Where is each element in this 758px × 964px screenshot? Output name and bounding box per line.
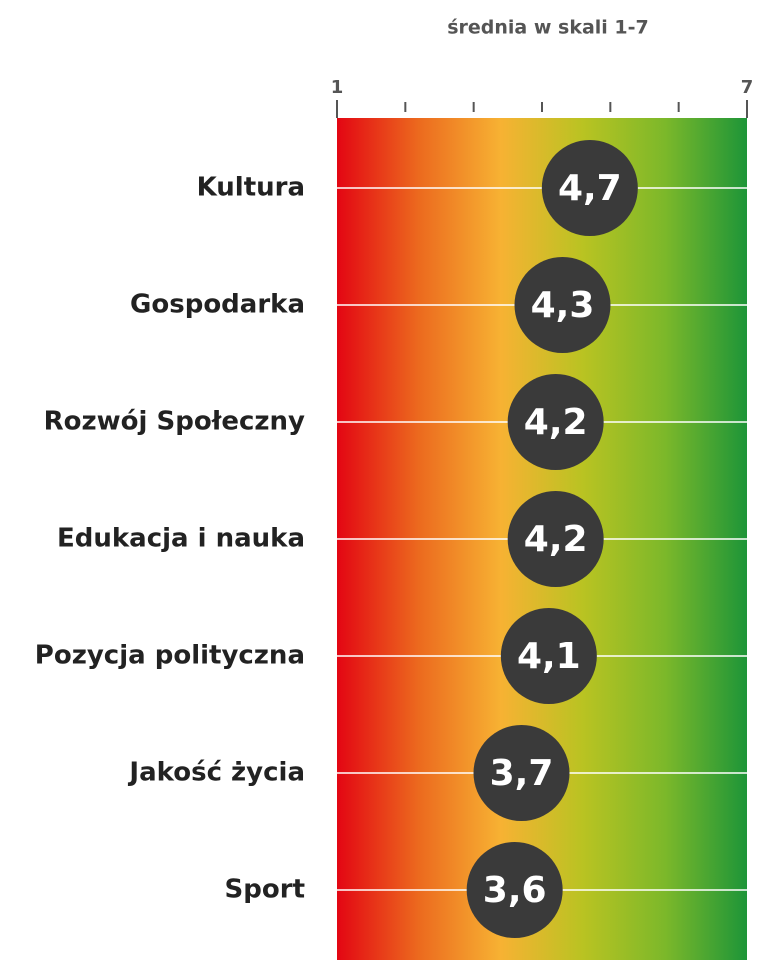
dot [507, 491, 604, 587]
value-label: 4,1 [517, 636, 581, 677]
category-label: Pozycja polityczna [35, 641, 305, 671]
value-label: 4,7 [558, 168, 622, 209]
value-label: 4,3 [531, 285, 595, 326]
category-label: Jakość życia [127, 758, 305, 788]
dot [473, 725, 570, 821]
dot [466, 842, 563, 938]
category-label: Gospodarka [130, 290, 305, 320]
dot [514, 257, 611, 353]
value-label: 4,2 [524, 402, 588, 443]
value-label: 4,2 [524, 519, 588, 560]
dot [507, 374, 604, 470]
category-label: Rozwój Społeczny [44, 407, 305, 437]
category-label: Edukacja i nauka [57, 524, 305, 554]
dot [500, 608, 597, 704]
x-tick-label: 1 [331, 77, 344, 98]
value-label: 3,7 [490, 753, 554, 794]
value-label: 3,6 [483, 870, 547, 911]
dot [541, 140, 638, 236]
category-label: Kultura [197, 173, 305, 203]
chart-title: średnia w skali 1-7 [447, 17, 649, 39]
category-label: Sport [225, 875, 305, 905]
x-tick-label: 7 [741, 77, 754, 98]
